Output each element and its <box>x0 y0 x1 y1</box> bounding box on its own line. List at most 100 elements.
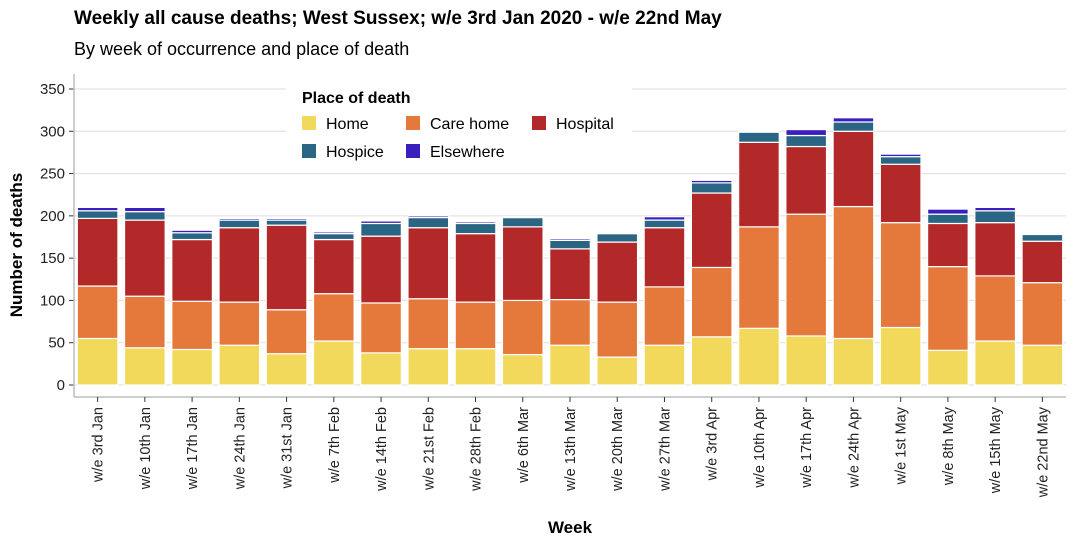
x-tick-label: w/e 10th Apr <box>752 407 768 489</box>
x-tick-label: w/e 13th Mar <box>563 407 579 492</box>
y-tick-label: 300 <box>40 123 65 140</box>
x-tick-label: w/e 7th Feb <box>327 407 343 484</box>
bar-segment-hospice <box>265 219 308 226</box>
bar-segment-hospice <box>1021 233 1064 242</box>
bar-segment-hospital <box>832 130 875 208</box>
y-tick-label: 200 <box>40 208 65 225</box>
bar-segment-hospice <box>171 232 214 241</box>
bar-segment-hospice <box>785 134 828 148</box>
bar-segment-elsewhere <box>549 238 591 241</box>
legend-key <box>302 144 316 158</box>
bar-segment-care-home <box>1021 282 1064 346</box>
bar-segment-care-home <box>171 300 214 351</box>
x-tick-label: w/e 22nd May <box>1035 406 1051 498</box>
x-tick-label: w/e 8th May <box>941 406 957 486</box>
bar-segment-elsewhere <box>832 117 875 123</box>
bar-segment-care-home <box>785 213 828 337</box>
y-tick-label: 50 <box>48 335 65 352</box>
bar-segment-home <box>690 336 733 386</box>
legend-title: Place of death <box>302 90 410 107</box>
bar-segment-care-home <box>690 266 733 338</box>
bar-segment-hospital <box>596 241 639 303</box>
chart-title: Weekly all cause deaths; West Sussex; w/… <box>74 8 722 29</box>
bar-segment-home <box>974 340 1017 386</box>
bar-segment-care-home <box>974 275 1017 342</box>
bar-segment-hospice <box>926 213 969 225</box>
bar-segment-care-home <box>312 293 355 342</box>
x-tick-label: w/e 1st May <box>894 406 910 485</box>
bar-segment-elsewhere <box>360 220 402 225</box>
legend-label: Care home <box>430 116 509 133</box>
x-tick-label: w/e 24th Apr <box>846 407 862 489</box>
x-tick-label: w/e 17th Jan <box>185 407 201 490</box>
bar-segment-elsewhere <box>312 231 355 235</box>
bar-segment-elsewhere <box>218 217 261 221</box>
bar-segment-hospital <box>360 235 402 304</box>
chart-subtitle: By week of occurrence and place of death <box>74 39 410 59</box>
x-tick-label: w/e 3rd Jan <box>91 407 107 483</box>
bar-segment-hospital <box>171 238 214 302</box>
bar-segment-elsewhere <box>690 179 733 184</box>
bar-segment-care-home <box>643 286 686 346</box>
bar-segment-home <box>643 344 686 386</box>
x-tick-label: w/e 6th Mar <box>516 407 532 484</box>
x-tick-label: w/e 24th Jan <box>232 407 248 490</box>
legend: Place of death Home Care home Hospital Hosp… <box>286 78 632 170</box>
bar-segment-care-home <box>549 298 591 346</box>
bar-segment-hospice <box>690 182 733 194</box>
bar-segment-hospital <box>738 141 780 228</box>
y-tick-label: 0 <box>57 377 65 394</box>
legend-key <box>406 144 420 158</box>
x-axis-title: Week <box>548 518 593 537</box>
x-tick-label: w/e 21st Feb <box>421 407 437 491</box>
bar-segment-care-home <box>123 295 166 349</box>
bar-segment-care-home <box>501 299 544 356</box>
bar-segment-care-home <box>454 301 497 350</box>
x-tick-label: w/e 31st Jan <box>280 407 296 489</box>
bar-segment-care-home <box>407 298 450 350</box>
bar-segment-home <box>501 353 544 386</box>
bar-segment-home <box>123 347 166 386</box>
bar-segment-hospital <box>690 192 733 269</box>
bar-segment-elsewhere <box>454 221 497 225</box>
x-tick-label: w/e 15th May <box>988 406 1004 494</box>
bar-segment-hospice <box>76 210 119 219</box>
bar-segment-hospital <box>218 227 261 303</box>
bar-segment-elsewhere <box>643 216 686 221</box>
bar-segment-hospital <box>549 248 591 301</box>
bar-segment-care-home <box>360 302 402 354</box>
bar-segment-home <box>360 352 402 386</box>
bar-segment-hospital <box>643 227 686 288</box>
bar-segment-elsewhere <box>123 206 166 213</box>
bar-segment-hospital <box>501 226 544 302</box>
bar-segment-home <box>312 340 355 386</box>
x-tick-label: w/e 28th Feb <box>469 407 485 492</box>
bar-segment-elsewhere <box>265 217 308 221</box>
bar-segment-home <box>879 326 922 386</box>
bar-segment-hospital <box>407 227 450 300</box>
legend-key <box>532 116 546 130</box>
bar-segment-hospital <box>974 222 1017 277</box>
x-tick-label: w/e 17th Apr <box>799 407 815 489</box>
bar-segment-elsewhere <box>171 229 214 234</box>
legend-label: Hospital <box>556 116 614 133</box>
axes: 0 50 100 150 200 250 300 350 w/e 3rd Jan w/e 10th… <box>40 74 1066 498</box>
bar-segment-hospital <box>265 224 308 311</box>
bar-segment-care-home <box>218 301 261 346</box>
bar-segment-hospice <box>596 233 639 243</box>
bar-segment-hospice <box>407 216 450 229</box>
bar-segment-hospital <box>1021 240 1064 284</box>
bar-segment-hospital <box>312 238 355 295</box>
bar-segment-home <box>171 348 214 386</box>
bar-segment-home <box>832 337 875 386</box>
bar-segment-home <box>407 348 450 386</box>
legend-key <box>302 116 316 130</box>
y-tick-label: 250 <box>40 166 65 183</box>
bar-segment-hospice <box>312 233 355 241</box>
bar-segment-care-home <box>926 266 969 351</box>
bar-segment-hospice <box>501 216 544 228</box>
bar-segment-home <box>1021 344 1064 386</box>
bar-segment-home <box>738 327 780 386</box>
bar-segment-elsewhere <box>76 206 119 212</box>
